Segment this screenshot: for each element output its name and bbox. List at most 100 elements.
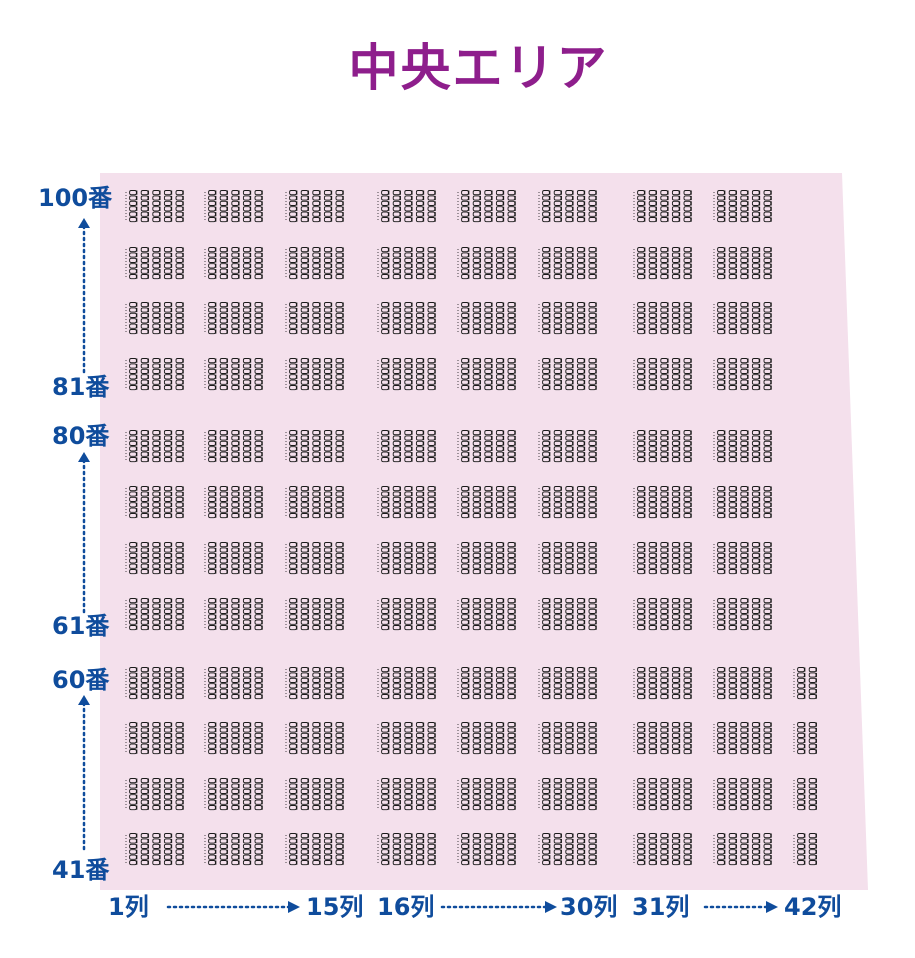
chair-icon xyxy=(335,542,344,548)
chair-icon xyxy=(461,732,469,738)
chair-icon xyxy=(588,677,597,683)
chair-icon xyxy=(254,694,263,700)
chair-icon xyxy=(152,435,161,441)
chair-icon xyxy=(495,435,504,441)
chair-icon xyxy=(254,440,263,446)
chair-icon xyxy=(163,368,172,374)
chair-icon xyxy=(717,683,725,689)
chair-icon xyxy=(507,440,516,446)
chair-icon xyxy=(542,268,550,274)
chair-icon xyxy=(588,486,597,492)
chair-icon xyxy=(152,374,161,380)
chair-icon xyxy=(175,749,184,755)
chair-icon xyxy=(208,502,216,508)
chair-icon xyxy=(219,323,228,329)
chair-icon xyxy=(381,318,389,324)
chair-icon xyxy=(404,563,413,569)
chair-icon xyxy=(507,195,516,201)
chair-icon xyxy=(175,563,184,569)
chair-icon xyxy=(140,257,149,263)
chair-icon xyxy=(507,683,516,689)
chair-icon xyxy=(427,302,436,308)
chair-icon xyxy=(542,457,550,463)
chair-icon xyxy=(129,385,137,391)
chair-icon xyxy=(381,513,389,519)
chair-icon xyxy=(129,435,137,441)
chair-icon xyxy=(717,440,725,446)
chair-icon xyxy=(484,569,493,575)
chair-icon xyxy=(683,363,692,369)
chair-icon xyxy=(763,263,772,269)
chair-icon xyxy=(472,507,481,513)
chair-icon xyxy=(565,323,574,329)
chair-icon xyxy=(461,457,469,463)
chair-icon xyxy=(740,312,749,318)
chair-icon xyxy=(751,672,760,678)
chair-icon xyxy=(404,496,413,502)
chair-icon xyxy=(175,672,184,678)
chair-icon xyxy=(289,722,297,728)
chair-icon xyxy=(740,307,749,313)
chair-icon xyxy=(728,200,737,206)
chair-icon xyxy=(484,542,493,548)
chair-icon xyxy=(392,247,401,253)
chair-icon xyxy=(717,268,725,274)
chair-icon xyxy=(175,440,184,446)
chair-icon xyxy=(484,688,493,694)
chair-icon xyxy=(484,608,493,614)
chair-icon xyxy=(763,513,772,519)
chair-icon xyxy=(231,552,240,558)
chair-icon xyxy=(152,625,161,631)
chair-icon xyxy=(740,694,749,700)
chair-icon xyxy=(129,688,137,694)
chair-icon xyxy=(553,457,562,463)
chair-icon xyxy=(208,440,216,446)
chair-icon xyxy=(648,558,657,564)
seat-block xyxy=(713,722,772,755)
chair-icon xyxy=(152,603,161,609)
chair-icon xyxy=(565,683,574,689)
seat-block xyxy=(457,358,516,391)
chair-icon xyxy=(660,502,669,508)
chair-icon xyxy=(683,440,692,446)
chair-icon xyxy=(175,257,184,263)
chair-icon xyxy=(542,672,550,678)
chair-icon xyxy=(472,502,481,508)
chair-icon xyxy=(660,195,669,201)
chair-icon xyxy=(175,513,184,519)
chair-icon xyxy=(300,211,309,217)
chair-icon xyxy=(660,749,669,755)
seat-block xyxy=(204,247,263,280)
chair-icon xyxy=(565,312,574,318)
chair-icon xyxy=(415,307,424,313)
chair-icon xyxy=(208,672,216,678)
chair-icon xyxy=(484,625,493,631)
chair-icon xyxy=(728,727,737,733)
chair-icon xyxy=(312,552,321,558)
chair-icon xyxy=(763,257,772,263)
chair-icon xyxy=(683,302,692,308)
chair-icon xyxy=(289,195,297,201)
seat-block xyxy=(633,358,692,391)
chair-icon xyxy=(129,430,137,436)
chair-icon xyxy=(484,722,493,728)
chair-icon xyxy=(461,743,469,749)
chair-icon xyxy=(495,683,504,689)
chair-icon xyxy=(637,727,645,733)
chair-icon xyxy=(335,358,344,364)
chair-icon xyxy=(415,190,424,196)
chair-icon xyxy=(588,430,597,436)
chair-icon xyxy=(242,486,251,492)
chair-icon xyxy=(242,563,251,569)
chair-icon xyxy=(683,457,692,463)
chair-icon xyxy=(392,263,401,269)
chair-icon xyxy=(660,323,669,329)
chair-icon xyxy=(231,603,240,609)
chair-icon xyxy=(140,743,149,749)
chair-icon xyxy=(763,446,772,452)
chair-icon xyxy=(588,446,597,452)
chair-icon xyxy=(495,312,504,318)
chair-icon xyxy=(553,738,562,744)
chair-icon xyxy=(312,312,321,318)
chair-icon xyxy=(751,247,760,253)
